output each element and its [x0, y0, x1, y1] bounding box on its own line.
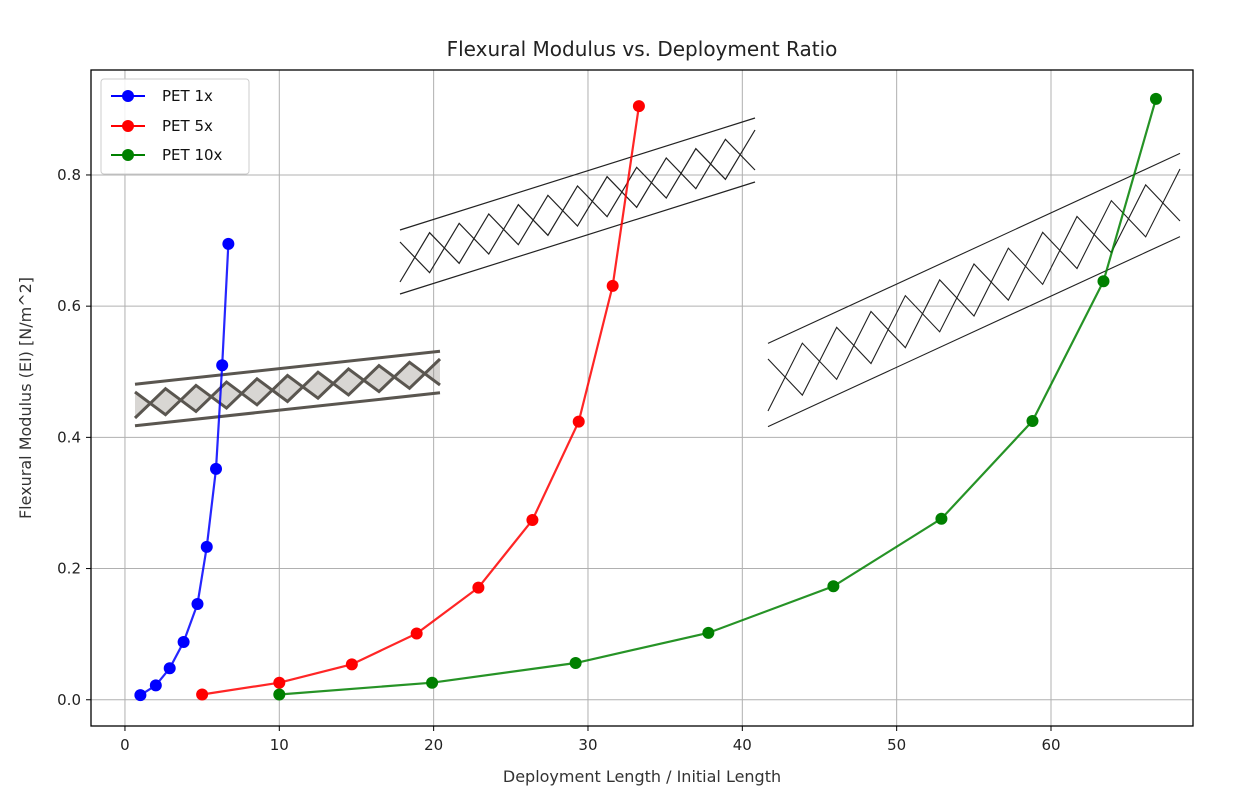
data-point-pet-5x	[606, 279, 619, 292]
data-point-pet-5x	[632, 100, 645, 113]
y-tick-label: 0.2	[57, 560, 81, 578]
series-pet-5x	[196, 100, 645, 701]
data-point-pet-1x	[222, 237, 235, 250]
data-point-pet-5x	[410, 627, 423, 640]
series-pet-10x	[273, 92, 1162, 701]
axis-ticks: 0 10 20 30 40 50 60 0.0 0.2 0.4 0.6 0.8	[57, 166, 1060, 754]
x-tick-label: 10	[270, 736, 289, 754]
lattice-rail	[134, 349, 441, 386]
data-point-pet-10x	[935, 512, 948, 525]
data-point-pet-10x	[1026, 414, 1039, 427]
data-point-pet-10x	[273, 688, 286, 701]
data-point-pet-1x	[177, 636, 190, 649]
data-series	[134, 92, 1162, 702]
data-point-pet-10x	[702, 626, 715, 639]
lattice-rail	[134, 391, 441, 428]
data-point-pet-5x	[196, 688, 209, 701]
lattice-rail	[399, 117, 756, 231]
x-tick-label: 0	[120, 736, 130, 754]
lattice-rail	[399, 181, 756, 295]
data-point-pet-5x	[572, 415, 585, 428]
lattice-strut	[134, 357, 442, 417]
legend-entry-pet-1x: PET 1x	[111, 87, 213, 105]
y-tick-label: 0.0	[57, 691, 81, 709]
legend-marker-pet-1x	[122, 90, 134, 102]
data-point-pet-1x	[134, 689, 147, 702]
x-tick-label: 20	[424, 736, 443, 754]
data-point-pet-10x	[1097, 275, 1110, 288]
lattice-fill	[135, 359, 440, 418]
data-point-pet-5x	[472, 581, 485, 594]
chart-title: Flexural Modulus vs. Deployment Ratio	[447, 37, 838, 61]
x-tick-label: 60	[1041, 736, 1060, 754]
data-point-pet-1x	[200, 540, 213, 553]
data-point-pet-5x	[345, 658, 358, 671]
lattice-inset-wireframe-icon	[399, 117, 756, 295]
data-point-pet-10x	[569, 657, 582, 670]
x-tick-label: 40	[733, 736, 752, 754]
legend-marker-pet-5x	[122, 120, 134, 132]
lattice-insets	[133, 117, 1181, 428]
data-point-pet-1x	[216, 359, 229, 372]
legend-label-pet-5x: PET 5x	[162, 117, 213, 135]
data-point-pet-10x	[426, 676, 439, 689]
lattice-strut	[399, 129, 756, 274]
y-tick-label: 0.8	[57, 166, 81, 184]
grid-lines	[91, 70, 1193, 726]
lattice-strut	[767, 168, 1181, 397]
lattice-rail	[767, 236, 1181, 428]
legend-entry-pet-5x: PET 5x	[111, 117, 213, 135]
lattice-strut	[133, 360, 441, 420]
y-tick-label: 0.6	[57, 297, 81, 315]
data-point-pet-10x	[827, 580, 840, 593]
lattice-inset-solid-icon	[133, 349, 442, 428]
lattice-strut	[399, 138, 756, 283]
y-axis-label: Flexural Modulus (EI) [N/m^2]	[16, 277, 35, 519]
data-point-pet-1x	[149, 679, 162, 692]
legend-label-pet-10x: PET 10x	[162, 146, 223, 164]
data-point-pet-1x	[191, 597, 204, 610]
legend-box	[100, 78, 250, 175]
legend: PET 1x PET 5x PET 10x	[100, 78, 250, 175]
data-point-pet-10x	[1149, 92, 1162, 105]
data-point-pet-1x	[210, 462, 223, 475]
series-pet-1x	[134, 237, 235, 702]
y-tick-label: 0.4	[57, 428, 81, 446]
data-point-pet-5x	[526, 514, 539, 527]
lattice-rail	[767, 152, 1181, 344]
x-axis-label: Deployment Length / Initial Length	[503, 767, 781, 786]
legend-label-pet-1x: PET 1x	[162, 87, 213, 105]
legend-entry-pet-10x: PET 10x	[111, 146, 223, 164]
x-tick-label: 30	[578, 736, 597, 754]
x-tick-label: 50	[887, 736, 906, 754]
plot-frame	[90, 69, 1194, 727]
legend-marker-pet-10x	[122, 149, 134, 161]
data-point-pet-5x	[273, 676, 286, 689]
data-point-pet-1x	[163, 662, 176, 675]
